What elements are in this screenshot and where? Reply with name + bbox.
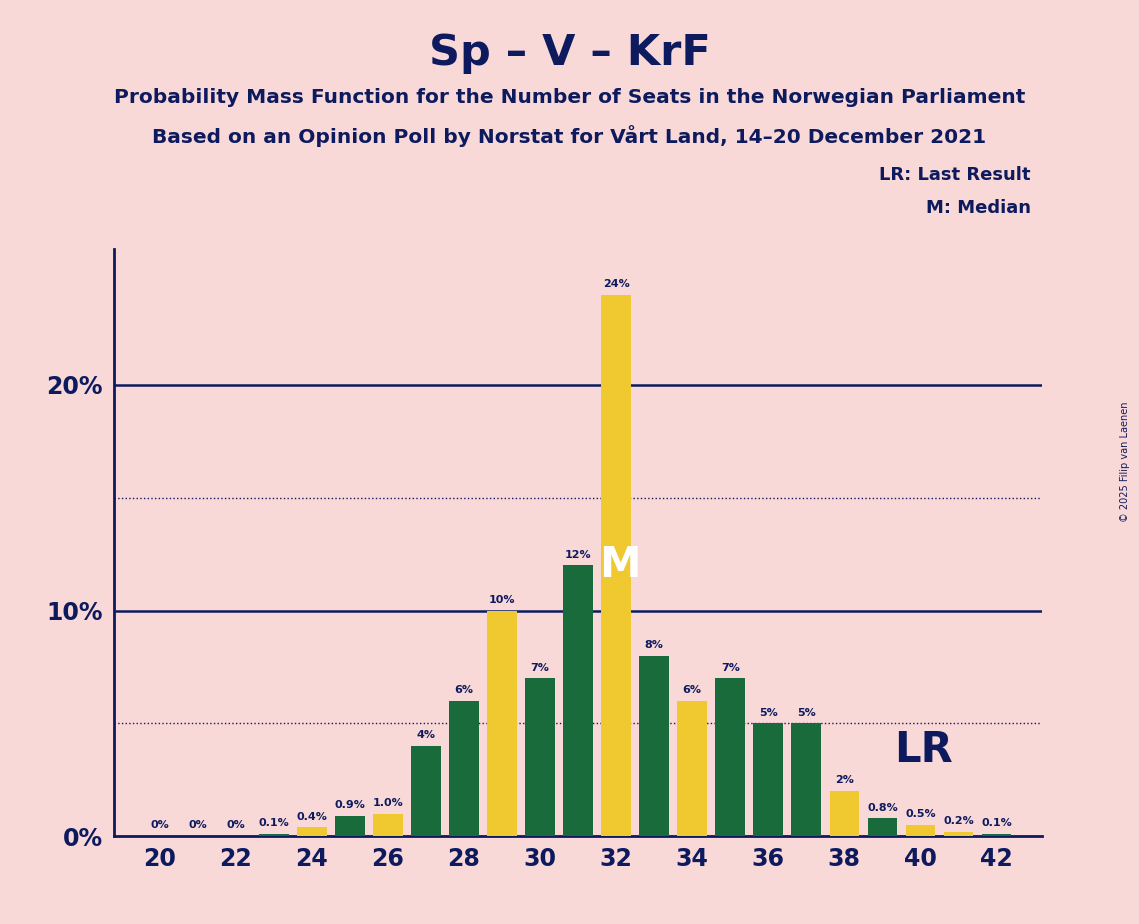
Bar <box>601 295 631 836</box>
Text: 0.8%: 0.8% <box>867 803 898 812</box>
Text: 1.0%: 1.0% <box>372 798 403 808</box>
Text: 0.4%: 0.4% <box>296 811 327 821</box>
Bar <box>943 832 974 836</box>
Text: 0.1%: 0.1% <box>259 819 289 828</box>
Text: 24%: 24% <box>603 279 630 289</box>
Text: 0.9%: 0.9% <box>335 800 366 810</box>
Bar <box>829 791 859 836</box>
Text: © 2025 Filip van Laenen: © 2025 Filip van Laenen <box>1121 402 1130 522</box>
Text: 10%: 10% <box>489 595 515 605</box>
Text: 4%: 4% <box>417 730 435 740</box>
Text: 5%: 5% <box>797 708 816 718</box>
Text: 0.2%: 0.2% <box>943 816 974 826</box>
Text: 6%: 6% <box>682 686 702 695</box>
Text: 0.5%: 0.5% <box>906 809 936 820</box>
Text: Sp – V – KrF: Sp – V – KrF <box>428 32 711 74</box>
Text: 0.1%: 0.1% <box>981 819 1011 828</box>
Text: M: Median: M: Median <box>926 199 1031 216</box>
Bar <box>335 816 364 836</box>
Text: 2%: 2% <box>835 775 854 785</box>
Text: Based on an Opinion Poll by Norstat for Vårt Land, 14–20 December 2021: Based on an Opinion Poll by Norstat for … <box>153 125 986 147</box>
Bar <box>525 678 555 836</box>
Bar <box>259 834 288 836</box>
Text: LR: LR <box>894 729 952 772</box>
Text: Probability Mass Function for the Number of Seats in the Norwegian Parliament: Probability Mass Function for the Number… <box>114 88 1025 107</box>
Bar <box>906 825 935 836</box>
Text: 8%: 8% <box>645 640 664 650</box>
Bar <box>449 700 478 836</box>
Text: 7%: 7% <box>721 663 739 673</box>
Bar <box>563 565 593 836</box>
Bar <box>639 656 669 836</box>
Bar <box>715 678 745 836</box>
Text: 6%: 6% <box>454 686 474 695</box>
Text: 0%: 0% <box>188 820 207 830</box>
Text: 0%: 0% <box>150 820 169 830</box>
Bar <box>982 834 1011 836</box>
Bar <box>411 746 441 836</box>
Bar <box>753 723 784 836</box>
Text: M: M <box>599 544 640 587</box>
Bar <box>372 814 403 836</box>
Bar <box>792 723 821 836</box>
Text: LR: Last Result: LR: Last Result <box>879 166 1031 184</box>
Bar <box>868 818 898 836</box>
Bar <box>487 611 517 836</box>
Text: 0%: 0% <box>227 820 245 830</box>
Text: 7%: 7% <box>531 663 549 673</box>
Bar <box>297 827 327 836</box>
Text: 12%: 12% <box>565 550 591 560</box>
Bar <box>678 700 707 836</box>
Text: 5%: 5% <box>759 708 778 718</box>
